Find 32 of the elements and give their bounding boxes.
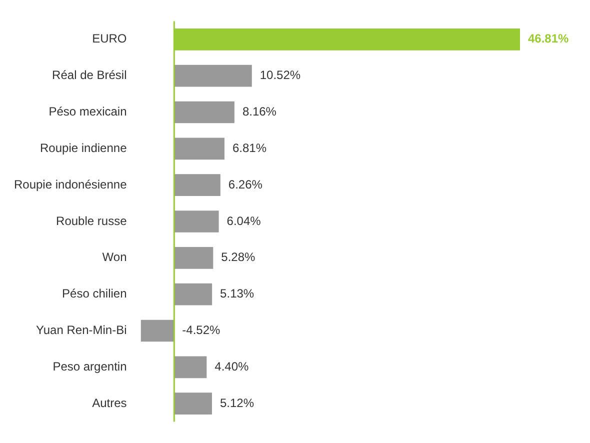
y-tick-label: Péso mexicain: [48, 104, 127, 119]
bar: [140, 320, 174, 342]
data-label: 6.04%: [226, 214, 262, 228]
data-label: 5.13%: [220, 286, 254, 301]
bar: [174, 392, 212, 415]
data-label: 6.81%: [232, 140, 267, 155]
bar: [174, 283, 212, 306]
y-tick-label: Roupie indienne: [40, 140, 128, 155]
bar: [174, 356, 207, 378]
bar: [174, 64, 252, 87]
data-label: 10.52%: [260, 68, 301, 82]
y-tick-label: Roupie indonésienne: [14, 177, 128, 192]
y-tick-label: Réal de Brésil: [52, 68, 127, 82]
y-tick-label: Autres: [92, 396, 127, 410]
data-label: 46.81%: [528, 32, 570, 46]
y-tick-label: Won: [102, 250, 127, 264]
data-label: 5.12%: [220, 396, 254, 410]
y-tick-label: Peso argentin: [52, 359, 127, 374]
bar: [174, 138, 224, 160]
y-tick-label: Rouble russe: [56, 214, 128, 228]
data-label: 4.40%: [214, 359, 250, 374]
bar: [174, 246, 214, 269]
bar: [174, 210, 219, 232]
data-label: 6.26%: [228, 177, 263, 192]
y-tick-label: Péso chilien: [62, 286, 127, 301]
y-tick-label: Yuan Ren-Min-Bi: [36, 323, 127, 338]
y-tick-label: EURO: [92, 32, 127, 46]
bar: [174, 101, 234, 124]
data-label: 8.16%: [242, 104, 277, 119]
data-label: 5.28%: [221, 250, 256, 264]
data-label: -4.52%: [182, 323, 221, 338]
bar: [174, 174, 220, 196]
